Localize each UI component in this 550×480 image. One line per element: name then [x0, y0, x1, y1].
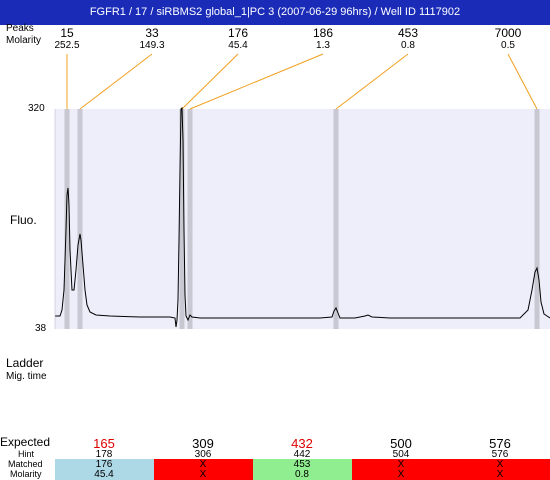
- molarity-value: X: [496, 469, 504, 480]
- y-tick-min: 38: [35, 323, 47, 334]
- peak-size-label: 7000: [494, 26, 522, 40]
- fluorescence-trace: [55, 106, 550, 328]
- molarity-label: Molarity: [6, 35, 42, 46]
- ladder-label: Ladder: [6, 356, 44, 370]
- matched-label: Matched: [8, 459, 43, 469]
- matched-value: X: [199, 459, 207, 470]
- matched-value: X: [496, 459, 504, 470]
- molarity-value: X: [199, 469, 207, 480]
- fluo-axis-label: Fluo.: [10, 213, 37, 227]
- peak-marker: [77, 109, 83, 329]
- hint-value: 442: [293, 449, 311, 460]
- peak-connector: [507, 53, 538, 110]
- matched-value: 453: [293, 459, 311, 470]
- match-cell: [451, 459, 550, 480]
- plot-area: [55, 109, 550, 329]
- hint-value: 504: [392, 449, 410, 460]
- hint-value: 178: [95, 449, 113, 460]
- matched-value: X: [397, 459, 405, 470]
- match-cell: [253, 459, 352, 480]
- match-cell: [154, 459, 253, 480]
- mig-time-label: Mig. time: [6, 371, 47, 382]
- peak-marker: [64, 109, 70, 329]
- peak-molarity-label: 0.5: [501, 40, 515, 51]
- peak-marker: [333, 109, 339, 329]
- expected-value: 500: [390, 436, 412, 451]
- peak-marker: [187, 109, 193, 329]
- expected-label: Expected: [0, 435, 51, 449]
- peak-molarity-label: 45.4: [228, 40, 248, 51]
- peak-size-label: 176: [227, 26, 249, 40]
- expected-value: 432: [291, 436, 313, 451]
- hint-value: 306: [194, 449, 212, 460]
- peak-size-label: 33: [145, 26, 159, 40]
- peak-molarity-label: 252.5: [54, 40, 80, 51]
- peak-size-label: 15: [60, 26, 74, 40]
- expected-value: 309: [192, 436, 214, 451]
- peak-molarity-label: 1.3: [316, 40, 330, 51]
- peak-molarity-label: 149.3: [139, 40, 165, 51]
- molarity-value: 45.4: [94, 469, 114, 480]
- match-cell: [352, 459, 451, 480]
- y-tick-max: 320: [28, 103, 45, 114]
- peak-size-label: 186: [312, 26, 334, 40]
- peak-connector: [335, 53, 409, 110]
- expected-value: 165: [93, 436, 115, 451]
- peaks-label: Peaks: [6, 23, 34, 34]
- hint-label: Hint: [18, 449, 35, 459]
- peak-size-label: 453: [397, 26, 419, 40]
- matched-value: 176: [95, 459, 113, 470]
- peak-molarity-label: 0.8: [401, 40, 415, 51]
- molarity-row-label: Molarity: [10, 469, 42, 479]
- hint-value: 576: [491, 449, 509, 460]
- peak-connector: [189, 53, 324, 110]
- electropherogram-plot: [54, 53, 550, 329]
- peak-connector: [79, 53, 153, 110]
- peak-marker: [179, 109, 185, 329]
- molarity-value: X: [397, 469, 405, 480]
- peak-marker: [534, 109, 540, 329]
- molarity-value: 0.8: [295, 469, 309, 480]
- expected-value: 576: [489, 436, 511, 451]
- window-title: FGFR1 / 17 / siRBMS2 global_1|PC 3 (2007…: [0, 0, 550, 25]
- peak-connector: [181, 53, 239, 110]
- match-cell: [55, 459, 154, 480]
